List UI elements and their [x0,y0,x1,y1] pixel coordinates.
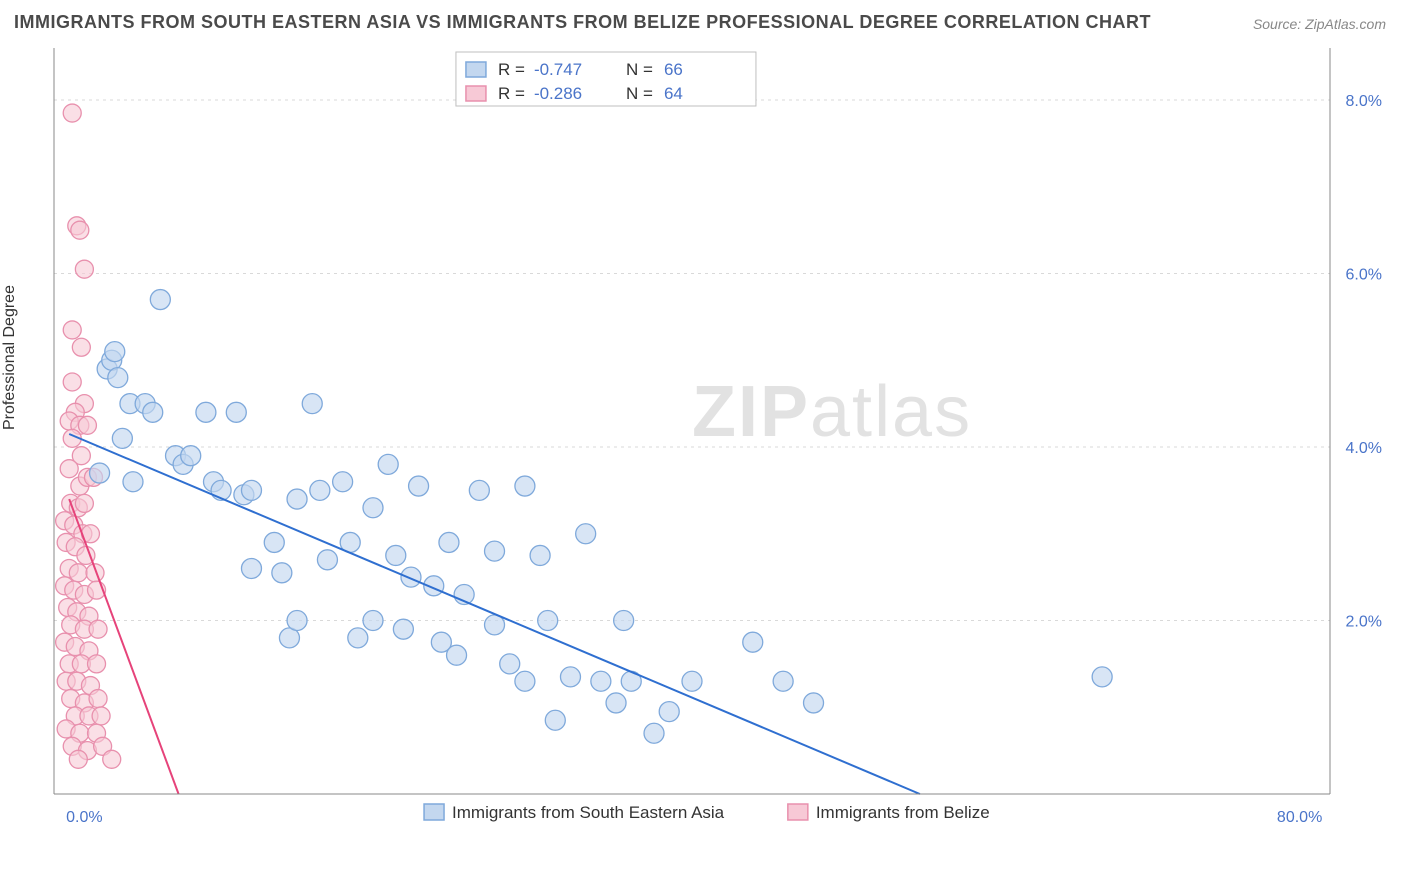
svg-text:N =: N = [626,84,653,103]
svg-text:2.0%: 2.0% [1346,614,1382,631]
scatter-plot: ZIPatlas 2.0% 4.0% 6.0% 8.0% 0.0% 80.0% R = -0.7… [50,44,1390,834]
svg-text:Immigrants from Belize: Immigrants from Belize [816,803,990,822]
chart-container: IMMIGRANTS FROM SOUTH EASTERN ASIA VS IM… [0,0,1406,892]
chart-title: IMMIGRANTS FROM SOUTH EASTERN ASIA VS IM… [14,12,1151,33]
svg-text:N =: N = [626,60,653,79]
svg-text:-0.747: -0.747 [534,60,582,79]
svg-text:64: 64 [664,84,683,103]
svg-text:4.0%: 4.0% [1346,440,1382,457]
svg-text:0.0%: 0.0% [66,809,102,826]
svg-text:80.0%: 80.0% [1277,809,1322,826]
svg-text:-0.286: -0.286 [534,84,582,103]
y-axis-label: Professional Degree [1,285,19,430]
svg-text:ZIPatlas: ZIPatlas [692,372,972,452]
svg-text:66: 66 [664,60,683,79]
svg-text:8.0%: 8.0% [1346,93,1382,110]
svg-text:6.0%: 6.0% [1346,267,1382,284]
source-label: Source: ZipAtlas.com [1253,16,1386,32]
svg-text:R =: R = [498,84,525,103]
svg-text:Immigrants from South Eastern: Immigrants from South Eastern Asia [452,803,725,822]
svg-text:R =: R = [498,60,525,79]
